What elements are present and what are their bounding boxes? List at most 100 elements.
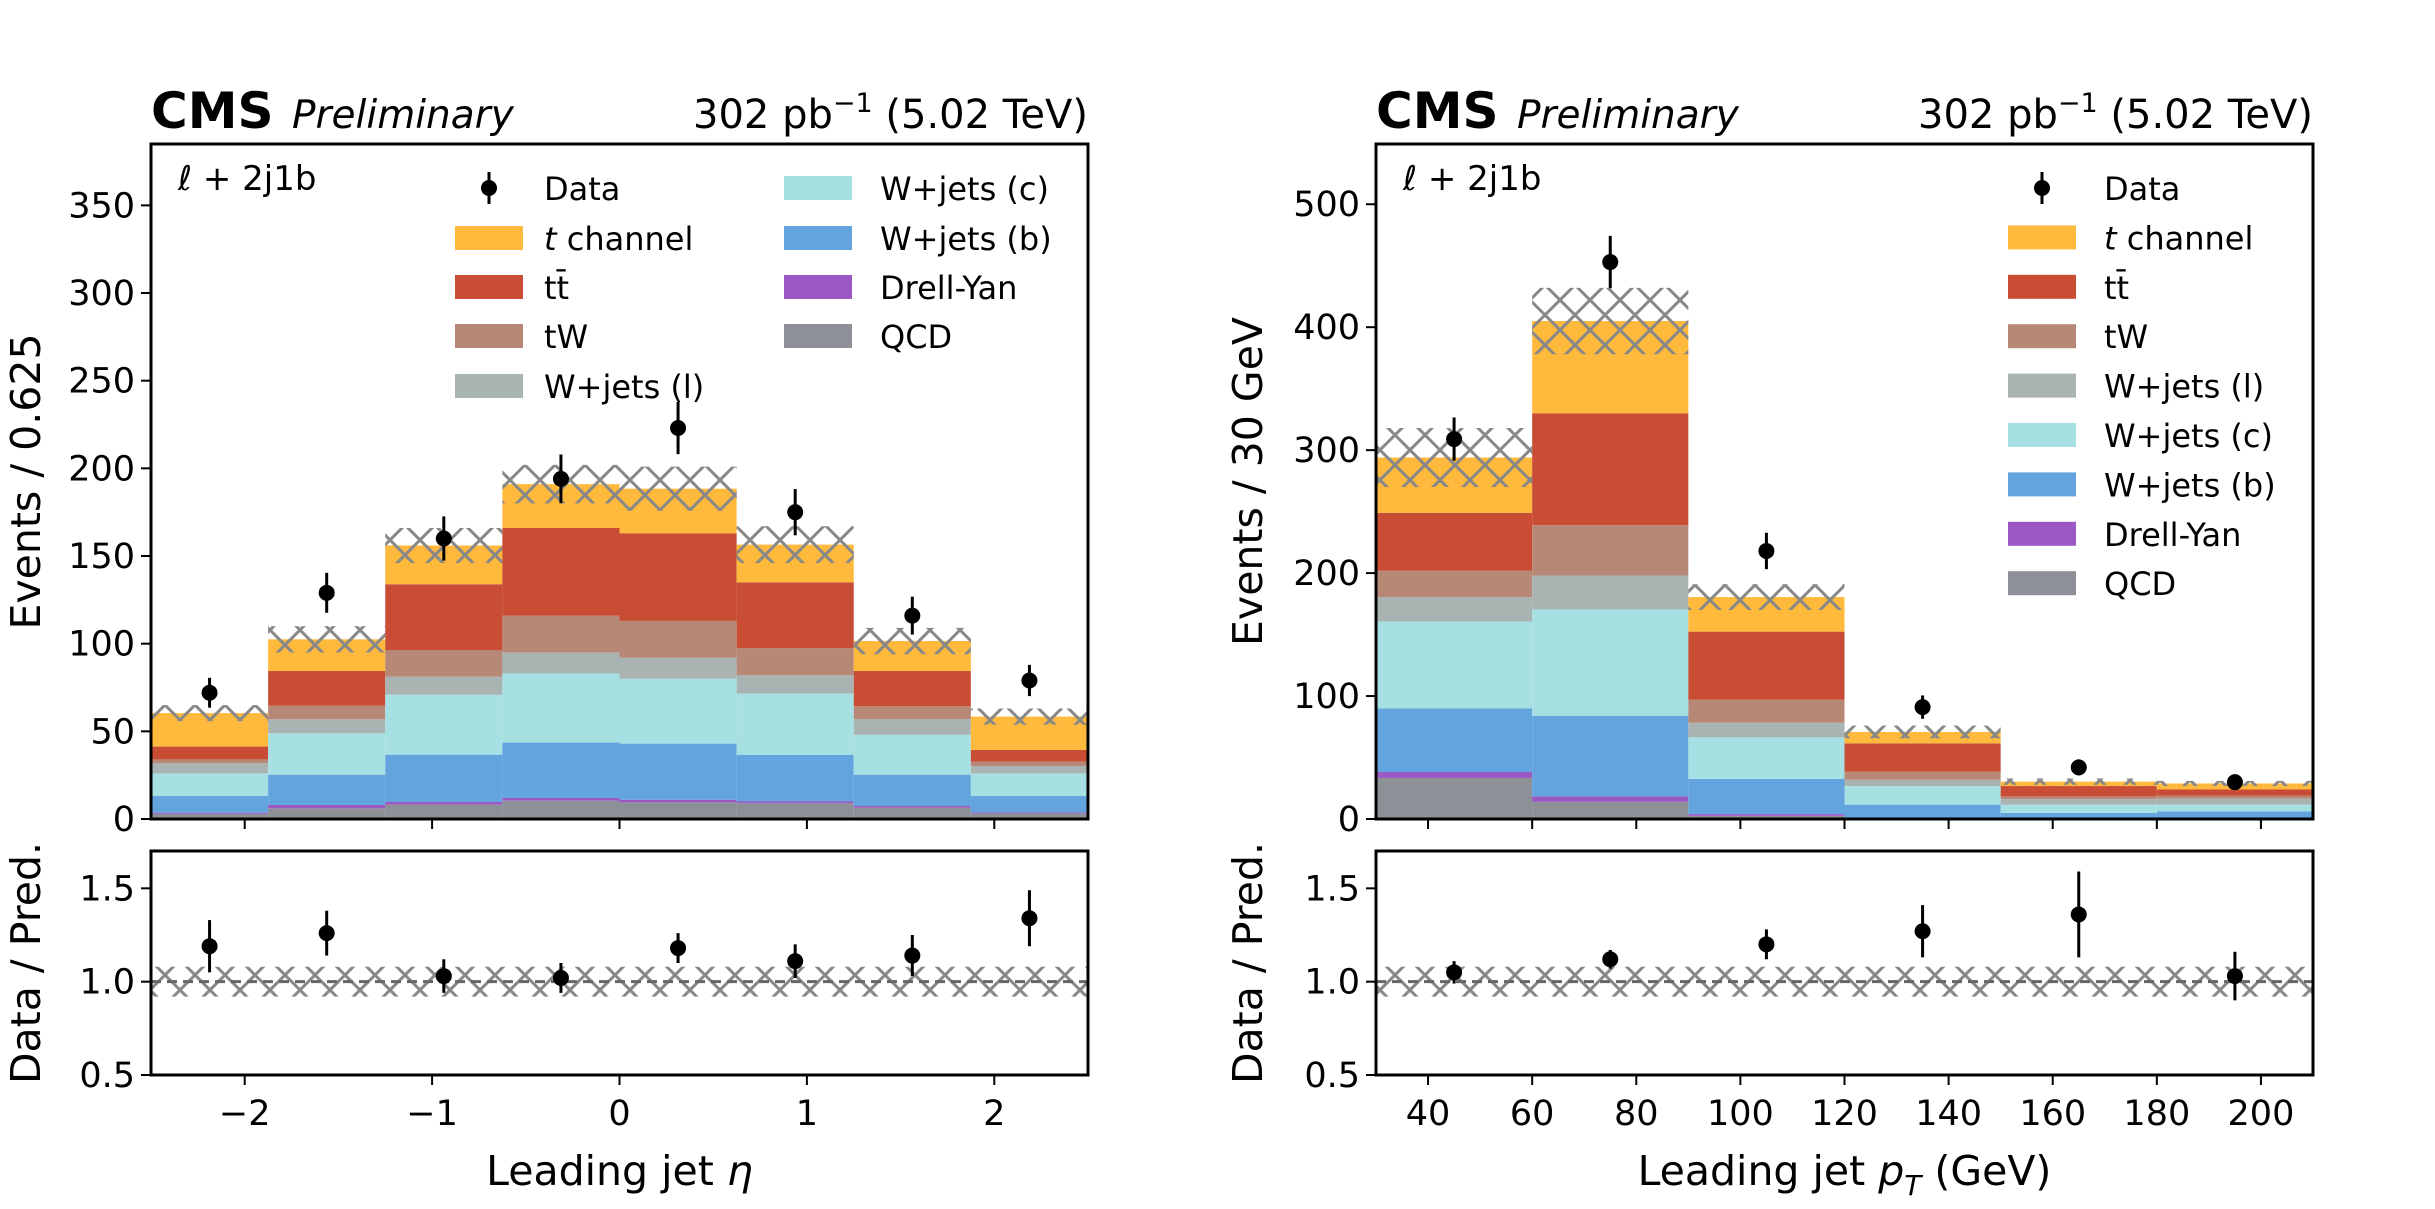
bar-tw <box>853 706 971 720</box>
ratio-point <box>2070 906 2087 923</box>
mc-uncertainty-hatch <box>1688 584 1845 610</box>
lumi-label: 302 pb−1 (5.02 TeV) <box>693 88 1088 138</box>
mc-uncertainty-hatch <box>1844 725 2001 739</box>
x-tick-label: −1 <box>406 1094 458 1134</box>
ratio-point <box>552 969 569 986</box>
ratio-point <box>1602 951 1619 968</box>
x-tick-label: 200 <box>2228 1094 2295 1134</box>
bar-dy <box>385 801 503 805</box>
data-point <box>1602 254 1619 271</box>
bar-tw <box>1376 570 1533 598</box>
mc-uncertainty-hatch <box>970 708 1088 725</box>
x-tick-label: 80 <box>1614 1094 1659 1134</box>
legend-item-qcd: QCD <box>2008 565 2176 603</box>
ratio-point <box>1446 964 1463 981</box>
bar-tw <box>2000 796 2157 800</box>
axes-layer: 0 50 100 150 200 250 300 350 0.5 1.0 1.5 −2 −1 0 1 2 <box>68 186 1090 1134</box>
x-tick-label: 100 <box>1707 1094 1774 1134</box>
bar-wb <box>970 796 1088 813</box>
legend-label: W+jets (c) <box>2104 417 2273 455</box>
region-label: ℓ + 2j1b <box>1402 159 1541 199</box>
legend-label: W+jets (b) <box>880 220 1052 258</box>
mc-uncertainty-hatch <box>1532 287 1689 355</box>
bar-tw <box>385 649 503 677</box>
legend-swatch <box>2008 373 2076 398</box>
x-tick-label: 2 <box>983 1094 1005 1134</box>
mc-uncertainty-hatch <box>268 626 386 653</box>
ratio-y-axis-label: Data / Pred. <box>2 842 50 1084</box>
ratio-y-tick-label: 0.5 <box>1304 1056 1360 1096</box>
x-tick-label: 120 <box>1811 1094 1878 1134</box>
bar-dy <box>502 797 620 801</box>
y-axis-label: Events / 30 GeV <box>1224 317 1272 646</box>
bar-wc <box>502 673 620 743</box>
legend-item-wc: W+jets (c) <box>2008 417 2273 455</box>
legend-item-tch: t channel <box>455 220 693 258</box>
legend-item-tw: tW <box>2008 318 2148 356</box>
data-points-layer <box>201 401 1038 708</box>
legend-swatch <box>2008 571 2076 596</box>
ratio-point <box>201 938 218 955</box>
ratio-y-tick-label: 1.0 <box>79 963 135 1003</box>
ratio-y-axis-label: Data / Pred. <box>1224 842 1272 1084</box>
bar-wb <box>1376 708 1533 773</box>
bar-dy <box>1688 814 1845 816</box>
bar-qcd <box>502 800 620 819</box>
data-point <box>787 504 804 521</box>
bar-wl <box>970 766 1088 774</box>
bar-tt <box>1532 413 1689 526</box>
x-tick-label: −2 <box>219 1094 271 1134</box>
bar-dy <box>1376 772 1533 778</box>
bar-tt <box>151 746 269 760</box>
bar-wc <box>268 733 386 775</box>
bar-tt <box>619 533 737 621</box>
bar-wl <box>1844 779 2001 787</box>
bar-tw <box>1688 699 1845 723</box>
bar-dy <box>853 806 971 808</box>
mc-uncertainty-hatch <box>151 705 269 722</box>
bar-dy <box>970 812 1088 814</box>
legend-item-qcd: QCD <box>784 318 952 356</box>
bar-tt <box>1688 631 1845 700</box>
bar-tt <box>1844 743 2001 772</box>
legend-swatch <box>2008 423 2076 447</box>
ratio-point <box>904 947 921 964</box>
bar-wb <box>2000 812 2157 819</box>
bar-tt <box>853 671 971 707</box>
bar-dy <box>151 812 269 814</box>
legend-item-tt: tt̄ <box>455 268 569 307</box>
data-point <box>670 420 687 437</box>
bar-tt <box>736 582 854 649</box>
legend-item-dy: Drell-Yan <box>2008 516 2241 554</box>
data-point <box>1914 699 1931 716</box>
data-point <box>435 530 452 547</box>
legend-item-data: Data <box>481 170 620 208</box>
bar-wb <box>1688 778 1845 815</box>
bar-tt <box>2000 786 2157 797</box>
y-tick-label: 0 <box>1338 800 1360 840</box>
legend: Data t channel tt̄ tW W+jets (l) W+jets (c) W+… <box>455 170 1052 406</box>
bar-wc <box>853 734 971 775</box>
y-tick-label: 400 <box>1293 308 1360 348</box>
data-point <box>2226 774 2243 791</box>
bar-qcd <box>1532 801 1689 819</box>
bar-wl <box>1376 597 1533 622</box>
legend-swatch <box>455 324 523 348</box>
x-tick-label: 40 <box>1406 1094 1451 1134</box>
legend-label: Data <box>544 170 620 208</box>
bar-wl <box>853 719 971 735</box>
legend-swatch <box>784 275 852 299</box>
legend-swatch <box>455 226 523 250</box>
legend-item-tch: t channel <box>2008 219 2253 257</box>
ratio-point <box>1914 923 1931 940</box>
bar-tw <box>1532 525 1689 576</box>
legend-label: t channel <box>2104 219 2253 257</box>
legend-data-marker <box>2034 180 2050 196</box>
ratio-axes-frame <box>149 849 1090 1077</box>
legend-item-wb: W+jets (b) <box>2008 466 2276 504</box>
legend-item-wl: W+jets (l) <box>2008 368 2264 406</box>
bar-wl <box>151 763 269 774</box>
bar-wc <box>1376 621 1533 709</box>
bar-wc <box>736 693 854 756</box>
bar-wl <box>502 652 620 674</box>
